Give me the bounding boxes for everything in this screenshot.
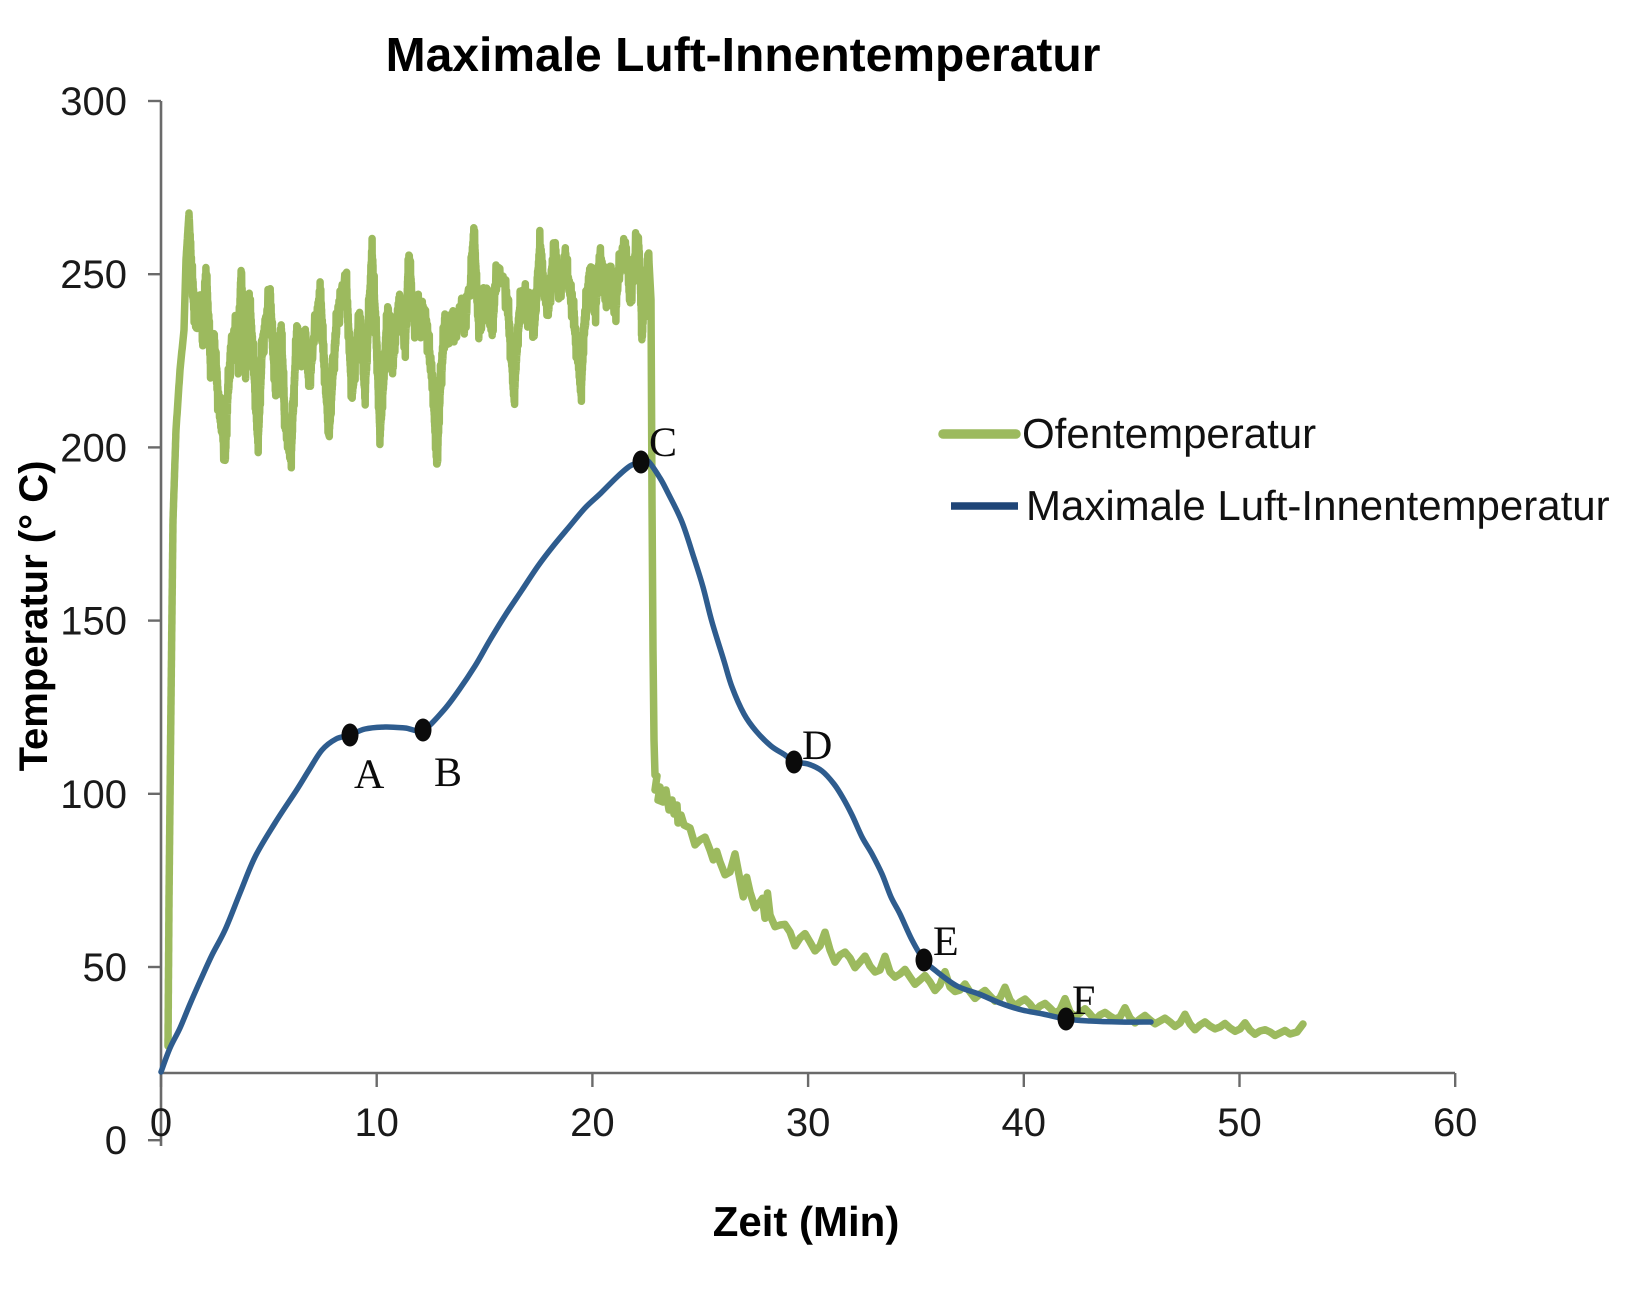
svg-text:C: C xyxy=(649,420,677,466)
svg-text:50: 50 xyxy=(83,946,128,990)
svg-text:300: 300 xyxy=(60,80,127,124)
svg-text:B: B xyxy=(434,750,462,796)
svg-text:0: 0 xyxy=(105,1119,127,1163)
svg-text:0: 0 xyxy=(150,1101,172,1145)
svg-text:10: 10 xyxy=(354,1101,399,1145)
svg-text:F: F xyxy=(1072,978,1095,1024)
svg-text:Zeit (Min): Zeit (Min) xyxy=(713,1198,900,1245)
svg-text:60: 60 xyxy=(1433,1101,1478,1145)
svg-text:150: 150 xyxy=(60,600,127,644)
svg-text:Maximale Luft-Innentemperatur: Maximale Luft-Innentemperatur xyxy=(386,29,1101,82)
svg-text:100: 100 xyxy=(60,773,127,817)
svg-text:250: 250 xyxy=(60,253,127,297)
svg-text:Maximale Luft-Innentemperatur: Maximale Luft-Innentemperatur xyxy=(1026,482,1610,529)
svg-text:50: 50 xyxy=(1217,1101,1262,1145)
svg-text:A: A xyxy=(354,752,385,798)
svg-text:Temperatur (° C): Temperatur (° C) xyxy=(12,461,56,772)
svg-text:200: 200 xyxy=(60,426,127,470)
svg-text:20: 20 xyxy=(570,1101,615,1145)
svg-text:E: E xyxy=(933,919,959,965)
svg-text:30: 30 xyxy=(786,1101,831,1145)
svg-text:40: 40 xyxy=(1002,1101,1047,1145)
svg-text:Ofentemperatur: Ofentemperatur xyxy=(1022,410,1316,457)
svg-text:D: D xyxy=(802,723,832,769)
